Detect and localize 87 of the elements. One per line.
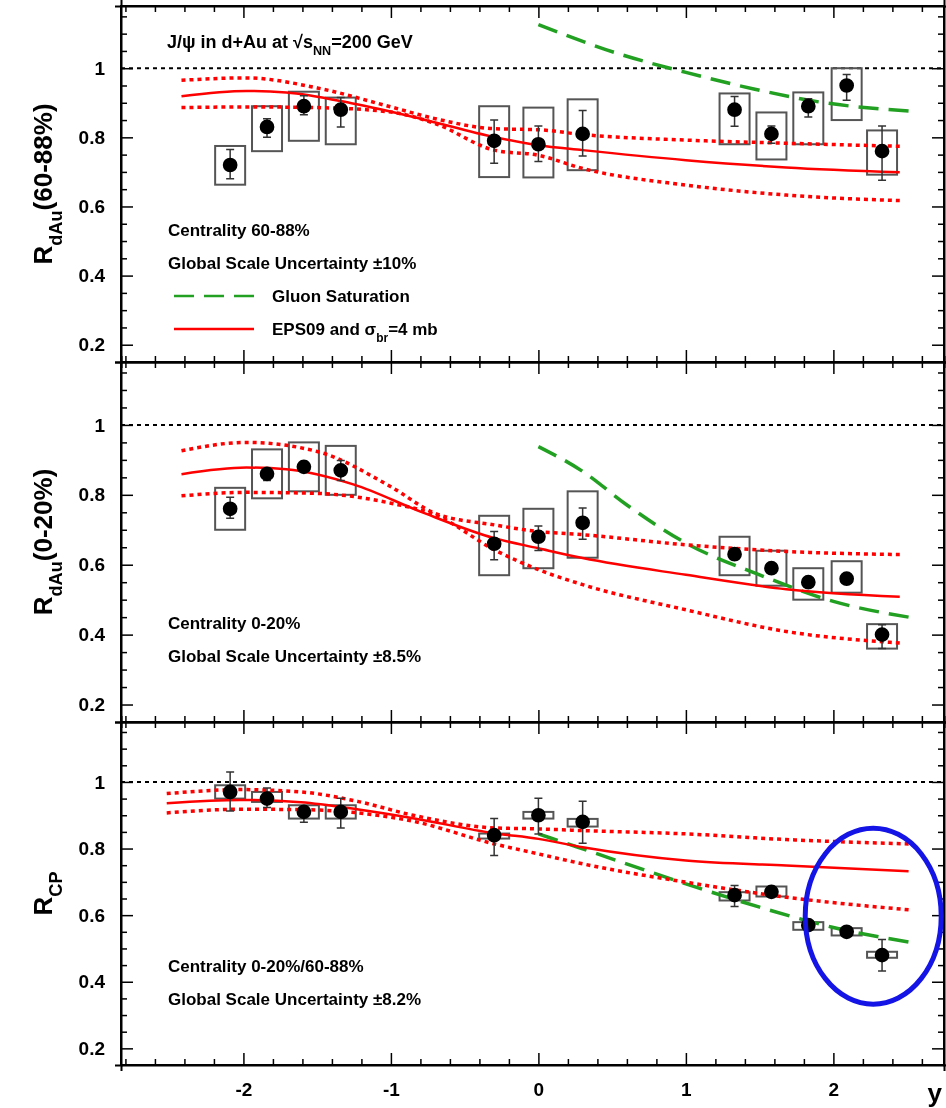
bar [755, 885, 788, 898]
y-tick-label: 1 [94, 57, 106, 79]
bar [251, 105, 284, 153]
bar [792, 567, 825, 601]
bar [566, 490, 599, 559]
x-axis-title: y [927, 1078, 943, 1108]
y-tick-label: 0.2 [78, 694, 105, 716]
line-series [536, 22, 911, 113]
y-tick-label: 1 [94, 771, 106, 793]
bar [287, 804, 320, 820]
point [486, 827, 502, 843]
y-tick-label: 0.4 [78, 624, 106, 646]
legend-label: EPS09 and σ$_{br}$=4 mb [272, 320, 438, 345]
bar [287, 441, 320, 493]
y-tick-label: 0.8 [78, 838, 105, 860]
point [531, 807, 546, 823]
bar [830, 67, 863, 122]
bar [324, 804, 357, 820]
line-series [536, 832, 911, 944]
point [333, 102, 349, 118]
point [486, 133, 502, 149]
point [839, 78, 855, 93]
y-tick-label: 0.6 [78, 904, 105, 926]
line-series [536, 444, 911, 619]
bar [324, 96, 357, 146]
bar [251, 790, 284, 803]
bar [522, 810, 555, 820]
bar [718, 891, 751, 902]
annotation: Global Scale Uncertainty ±8.2% [168, 990, 422, 1009]
bar [566, 98, 599, 172]
bar [287, 90, 320, 142]
bar [866, 129, 899, 176]
text: J/ψ in d+Au at √s$_{NN}$=200 GeV [167, 32, 413, 58]
point [222, 784, 238, 800]
point [839, 924, 855, 940]
bar [866, 950, 899, 959]
bar [566, 817, 599, 828]
bar [866, 623, 899, 650]
annotation: Centrality 60-88% [168, 221, 310, 240]
point [575, 814, 590, 830]
bar [522, 106, 555, 179]
point [764, 884, 779, 900]
bar [718, 92, 751, 146]
point [575, 515, 590, 531]
point [531, 136, 546, 152]
point [575, 126, 590, 142]
y-tick-label: 1 [94, 414, 106, 436]
point [800, 98, 816, 114]
annotation: Global Scale Uncertainty ±8.5% [168, 647, 422, 666]
bar [792, 91, 825, 146]
y-tick-label: 0.6 [78, 196, 105, 218]
x-tick-label: 1 [681, 1079, 693, 1101]
bar [792, 921, 825, 931]
bar [755, 111, 788, 161]
x-tick-label: -2 [235, 1079, 253, 1101]
point [874, 947, 890, 963]
bar [251, 448, 284, 500]
bar [830, 927, 863, 937]
y-tick-label: 0.4 [78, 265, 106, 287]
bar [755, 549, 788, 587]
bar [214, 144, 247, 186]
legend-label: Gluon Saturation [272, 287, 410, 306]
bar [214, 486, 247, 531]
y-tick-label: 0.2 [78, 334, 105, 356]
bar [324, 444, 357, 496]
y-tick-label: 0.8 [78, 484, 105, 506]
bar [478, 105, 511, 179]
annotation: Centrality 0-20% [168, 614, 301, 633]
y-tick-label: 0.2 [78, 1037, 105, 1059]
point [259, 791, 275, 806]
x-tick-label: 2 [828, 1079, 840, 1101]
point [727, 102, 742, 118]
x-tick-label: 0 [533, 1079, 545, 1101]
point [333, 804, 349, 820]
annotation: Global Scale Uncertainty ±10% [168, 254, 417, 273]
y-tick-label: 0.8 [78, 126, 105, 148]
bar [718, 535, 751, 577]
bar [478, 514, 511, 577]
bar [830, 560, 863, 594]
y-tick-label: 0.6 [78, 554, 105, 576]
y-tick-label: 0.4 [78, 971, 106, 993]
x-tick-label: -1 [382, 1079, 401, 1101]
bar [214, 784, 247, 800]
bar [478, 832, 511, 840]
annotation: Centrality 0-20%/60-88% [168, 957, 364, 976]
bar [522, 507, 555, 570]
point [727, 887, 742, 903]
